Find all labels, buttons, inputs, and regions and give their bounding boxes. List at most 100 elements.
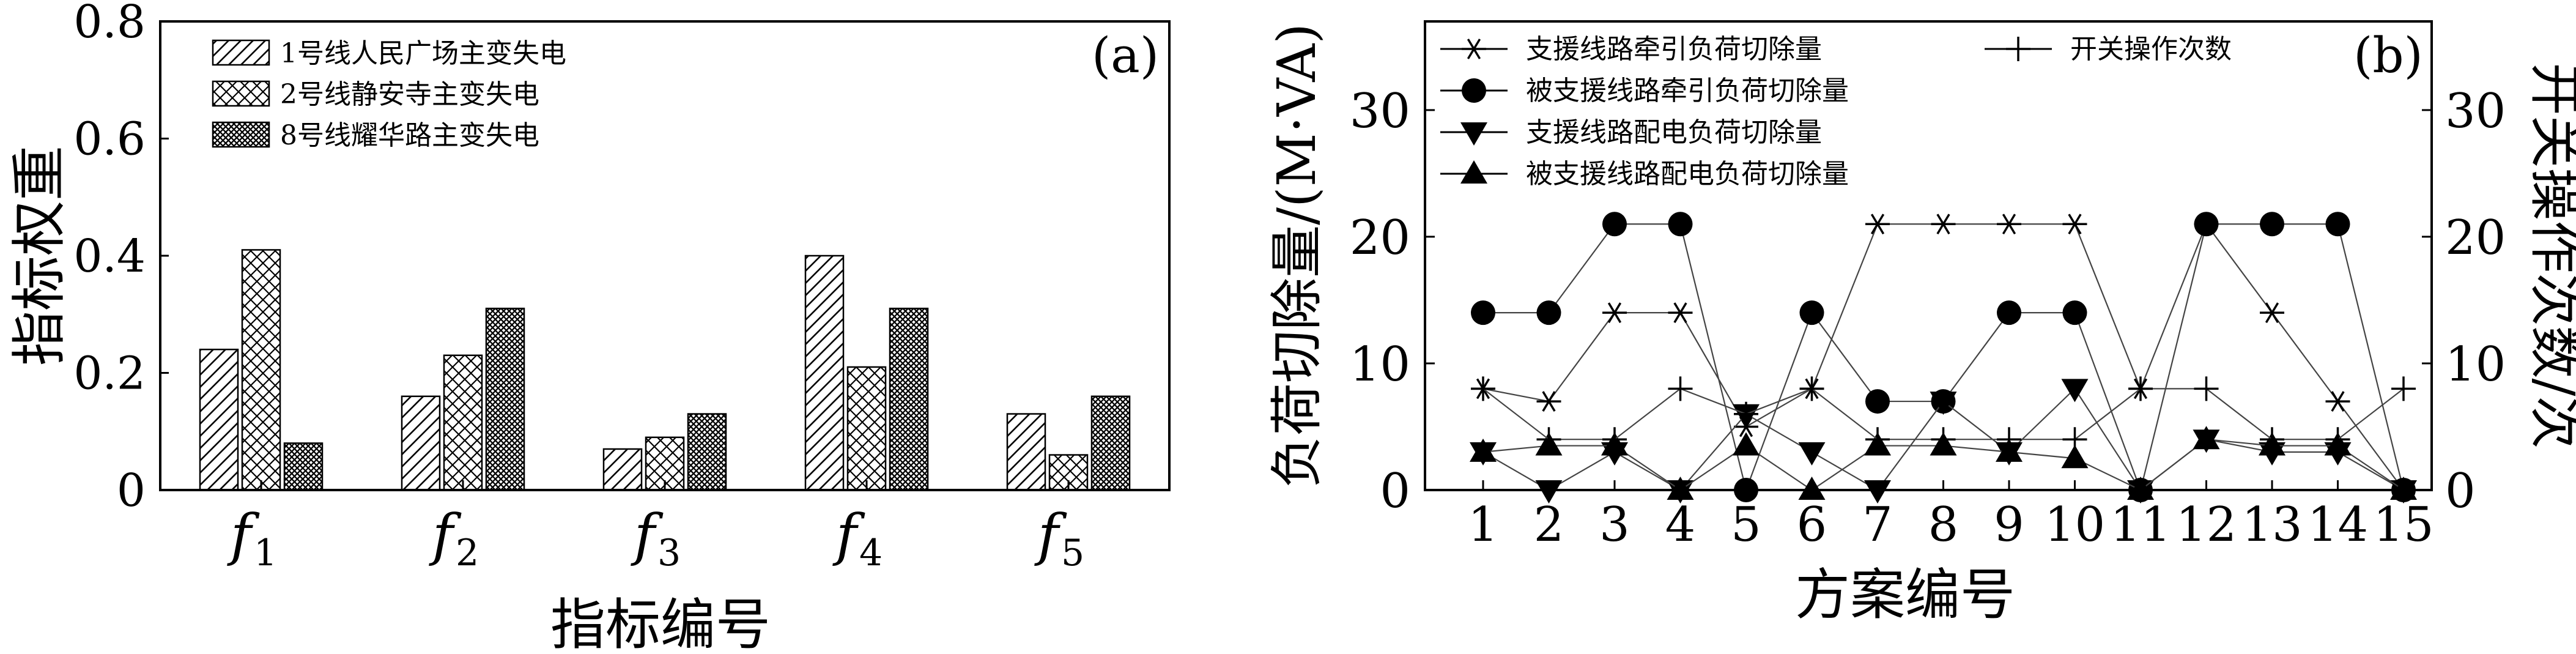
x-tick-label: f4	[832, 502, 883, 574]
y-tick-labels: 0 0.2 0.4 0.6 0.8	[73, 0, 146, 517]
data-point	[1930, 392, 1957, 415]
legend-marker	[1462, 39, 1486, 59]
y2-tick-label: 0	[2445, 464, 2476, 519]
bar-f1-series-1	[199, 348, 239, 491]
x-tick-label: 14	[2308, 497, 2368, 552]
data-point	[1865, 427, 1890, 452]
y2-tick-label: 10	[2445, 337, 2506, 392]
y-tick-label: 0.8	[73, 0, 146, 48]
data-point	[2062, 214, 2087, 235]
bar-f3-series-3	[687, 413, 727, 491]
data-point	[2260, 302, 2284, 324]
legend-label: 被支援线路牵引负荷切除量	[1526, 75, 1849, 106]
data-point	[2325, 427, 2350, 452]
data-point	[1997, 427, 2021, 452]
data-point	[1931, 427, 1956, 452]
y-axis-title: 指标权重	[7, 146, 72, 366]
data-point	[2127, 477, 2154, 500]
bar-f3-series-1	[602, 448, 643, 491]
y2-tick-label: 20	[2445, 210, 2506, 266]
data-point	[2194, 212, 2219, 237]
legend-marker	[2006, 37, 2030, 61]
panel-label-a: (a)	[1092, 27, 1159, 84]
bar-f2-series-2	[443, 354, 483, 491]
y-tick-label: 10	[1350, 337, 1410, 392]
data-point	[1799, 376, 1824, 401]
y-tick-label: 20	[1350, 210, 1410, 266]
legend-entry-2: 被支援线路牵引负荷切除量	[1440, 75, 1849, 106]
legend-label-3: 8号线耀华路主变失电	[280, 120, 539, 151]
legend-label: 被支援线路配电负荷切除量	[1526, 158, 1849, 190]
x-tick-label: 11	[2110, 497, 2171, 552]
data-point	[2061, 445, 2089, 469]
data-point	[1470, 438, 1497, 462]
data-point	[1536, 391, 1561, 412]
data-point	[2325, 212, 2350, 237]
y-axis-title: 负荷切除量/(M·VA)	[1267, 23, 1328, 488]
bar-f5-series-2	[1048, 454, 1089, 491]
data-point	[2260, 212, 2284, 237]
series	[1470, 212, 2417, 504]
x-tick-label: 13	[2241, 497, 2302, 552]
plot-area-frame	[1424, 20, 2433, 491]
y-tick-label: 0.4	[73, 230, 146, 283]
bar-f4-series-3	[889, 307, 929, 491]
x-tick-labels: 1 2 3 4 5 6 7 8 9 10 11 12 13 14 15	[1468, 497, 2434, 552]
x-axis-title: 方案编号	[1795, 563, 2015, 627]
bar-f5-series-1	[1006, 413, 1046, 491]
data-point	[1798, 477, 1826, 500]
y-tick-label: 0	[117, 464, 146, 517]
x-tick-label: 10	[2045, 497, 2105, 552]
data-point	[1668, 376, 1693, 401]
plot-area-frame	[159, 20, 1171, 491]
x-tick-label: 6	[1797, 497, 1827, 552]
legend-label-2: 2号线静安寺主变失电	[280, 79, 539, 110]
legend-entry-1: 支援线路牵引负荷切除量	[1440, 34, 1822, 65]
legend-label: 支援线路配电负荷切除量	[1526, 117, 1822, 148]
data-point	[1734, 401, 1758, 426]
data-point	[1471, 376, 1495, 401]
y-tick-label: 0.6	[73, 113, 146, 166]
bar-f4-series-2	[846, 366, 887, 491]
legend-marker	[1460, 122, 1487, 146]
x-tick-label: 1	[1468, 497, 1498, 552]
data-point	[1997, 214, 2021, 235]
legend: 支援线路牵引负荷切除量被支援线路牵引负荷切除量支援线路配电负荷切除量被支援线路配…	[1440, 34, 2232, 190]
y-tick-label: 0.2	[73, 347, 146, 400]
y2-tick-label: 30	[2445, 84, 2506, 139]
legend-label: 支援线路牵引负荷切除量	[1526, 34, 1822, 65]
x-tick-label: 3	[1599, 497, 1630, 552]
data-point	[2062, 427, 2087, 452]
data-point	[1931, 214, 1956, 235]
data-point	[2260, 427, 2284, 452]
x-tick-label: f2	[429, 502, 479, 574]
data-point	[1865, 214, 1890, 235]
data-point	[1667, 477, 1694, 500]
bars	[199, 249, 1131, 491]
series-5	[1471, 376, 2416, 452]
x-tick-label: 4	[1665, 497, 1696, 552]
data-point	[2391, 376, 2416, 401]
bar-f4-series-1	[804, 255, 845, 491]
x-tick-labels: f1 f2 f3 f4 f5	[227, 502, 1084, 574]
bar-f2-series-1	[401, 395, 441, 491]
x-tick-label: 8	[1928, 497, 1959, 552]
x-tick-label: 2	[1534, 497, 1564, 552]
data-point	[1602, 212, 1627, 237]
data-point	[1798, 442, 1826, 466]
data-point	[1799, 300, 1824, 325]
data-point	[2194, 376, 2219, 401]
data-point	[1535, 480, 1563, 504]
bar-f1-series-3	[283, 442, 324, 491]
legend-swatch-1	[212, 39, 270, 66]
legend-marker	[1462, 78, 1486, 103]
bar-f3-series-2	[645, 436, 685, 491]
panel-a-bar-chart: 0 0.2 0.4 0.6 0.8 f1 f2 f3 f4 f5 (a) 指标权重 指标编号 1…	[7, 0, 1171, 654]
legend-label: 开关操作次数	[2070, 34, 2232, 65]
x-tick-label: 9	[1994, 497, 2024, 552]
x-axis-title: 指标编号	[550, 593, 771, 654]
bar-f1-series-2	[241, 249, 281, 491]
data-point	[2061, 379, 2089, 403]
x-tick-label: f1	[227, 502, 277, 574]
